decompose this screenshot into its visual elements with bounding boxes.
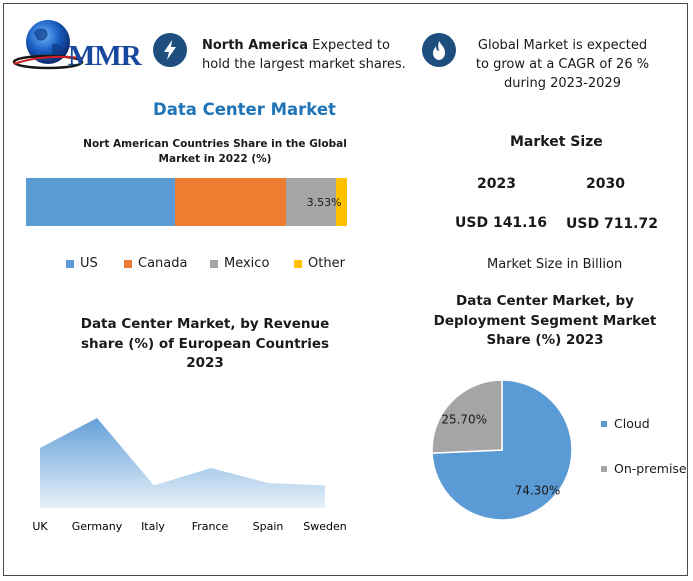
legend-item-canada: Canada [124,256,187,271]
info-cagr: Global Market is expected to grow at a C… [475,38,650,91]
legend-item-us: US [66,256,98,271]
logo-text: MMR [68,40,142,72]
x-tick-label-sweden: Sweden [303,520,346,533]
infographic-frame [3,3,688,576]
x-tick-label-spain: Spain [253,520,284,533]
legend-label-canada: Canada [138,256,188,271]
pie-data-label-on-premise: 25.70% [441,413,487,427]
stacked-bar-title: Nort American Countries Share in the Glo… [83,138,347,165]
pie-legend-swatch-on-premise [601,465,607,472]
pie-data-label-cloud: 74.30% [515,483,561,497]
pie-chart-title: Data Center Market, by Deployment Segmen… [433,293,657,348]
x-tick-label-italy: Italy [141,520,165,533]
bar-segment-other [335,178,347,226]
legend-label-us: US [80,256,98,271]
info-north-america-rest: Expected to hold the largest market shar… [202,38,406,72]
market-size-value-2023: USD 141.16 [455,215,547,231]
legend-label-other: Other [308,256,345,271]
stacked-bar-chart: 3.53% [26,178,347,226]
legend-item-mexico: Mexico [210,256,269,271]
legend-swatch-canada [124,259,132,268]
pie-legend-label-on-premise: On-premise [614,461,687,476]
pie-legend-item-on-premise: On-premise [601,461,687,476]
bar-data-label-other: 3.53% [306,196,342,209]
x-tick-label-uk: UK [32,520,48,533]
flame-icon [433,41,445,60]
legend-swatch-other [294,259,302,268]
pie-chart: 74.30% 25.70% [431,379,573,521]
main-title: Data Center Market [153,100,336,119]
flame-icon-badge [422,33,456,67]
pie-legend-item-cloud: Cloud [601,416,650,431]
area-chart-title: Data Center Market, by Revenue share (%)… [80,316,330,371]
market-size-note: Market Size in Billion [487,257,623,272]
area-chart: UK Germany Italy France Spain Sweden [32,417,347,533]
globe-logo-icon [12,20,84,70]
bar-segment-us [26,178,177,226]
bar-segment-mexico [285,178,337,226]
market-size-year-2023: 2023 [477,176,516,192]
legend-swatch-mexico [210,259,218,268]
pie-slice-on-premise [431,379,503,454]
x-tick-label-france: France [192,520,229,533]
pie-legend-label-cloud: Cloud [614,416,650,431]
market-size-year-2030: 2030 [586,176,625,192]
lightning-icon [164,40,176,60]
x-tick-label-germany: Germany [72,520,123,533]
bar-segment-canada [175,178,287,226]
legend-item-other: Other [294,256,345,271]
market-size-value-2030: USD 711.72 [566,216,658,232]
pie-legend-swatch-cloud [601,420,607,427]
info-north-america-bold: North America [202,38,308,53]
legend-swatch-us [66,259,74,268]
lightning-icon-badge [153,33,187,67]
market-size-title: Market Size [510,134,603,150]
info-north-america: North America Expected to hold the large… [202,36,412,74]
legend-label-mexico: Mexico [224,256,270,271]
area-series [40,418,325,508]
